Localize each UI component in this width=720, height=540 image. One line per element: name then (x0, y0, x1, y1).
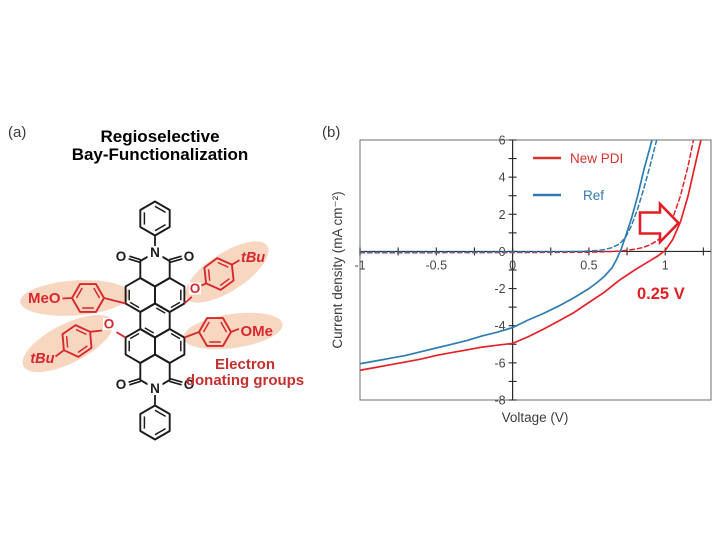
voc-shift-annotation: 0.25 V (637, 285, 685, 303)
substituent-bond (231, 259, 240, 266)
aromatic-inner-bond (219, 278, 230, 287)
ring (139, 200, 171, 237)
y-tick-label: -4 (494, 319, 505, 333)
curve-ref-light (360, 140, 653, 365)
inner-double-bond (170, 301, 181, 309)
x-tick-label: -1 (354, 258, 365, 272)
highlight-left (20, 280, 130, 316)
legend-label-new-pdi: New PDI (570, 151, 623, 166)
substituent-bond (201, 282, 207, 287)
inner-double-bond (129, 301, 140, 309)
atom-labels: N N O O O O O O MeO OMe tBu tBu Electron… (28, 245, 304, 396)
aromatic-inner-bond (220, 321, 228, 333)
atom-label-mask (189, 282, 201, 295)
aromatic-inner-bond (154, 427, 166, 436)
aromatic-inner-bond (154, 223, 166, 232)
aromatic-inner-bond (202, 321, 210, 333)
aromatic-inner-bond (65, 336, 69, 348)
carbonyl-double-bond (128, 258, 141, 264)
voltage-shift-arrow-icon (638, 200, 681, 246)
substituent-bond (103, 297, 126, 305)
aromatic-inner-bond (217, 261, 229, 268)
aromatic-inner-bond (207, 269, 211, 281)
aromatic-inner-bond (154, 409, 166, 418)
curve-ref-dark (360, 140, 658, 253)
chart-curves (360, 140, 702, 372)
y-tick-label: -8 (494, 394, 505, 408)
caption-electron: Electron (215, 356, 275, 373)
panel-a-title: Regioselective Bay-Functionalization (10, 128, 310, 164)
x-tick-label: 0.5 (580, 258, 597, 272)
y-axis-title: Current density (mA cm⁻²) (330, 191, 345, 348)
aromatic-inner-bond (75, 328, 87, 336)
substituent-bond (62, 297, 73, 300)
atom-label-mask (147, 382, 163, 395)
y-tick-label: 6 (499, 134, 506, 148)
panel-a-title-line2: Bay-Functionalization (71, 145, 249, 164)
legend-label-ref: Ref (583, 188, 604, 203)
carbonyl-o-top-right: O (184, 249, 195, 264)
atom-label-masks (103, 246, 201, 395)
x-tick-label: 0 (509, 258, 516, 272)
ring (139, 353, 171, 390)
n-top-label: N (150, 245, 160, 260)
carbonyl-double-bond (129, 380, 141, 386)
inner-double-bond (170, 332, 181, 340)
atom-label-mask (103, 318, 115, 330)
curve-new-pdi-dark (360, 140, 695, 254)
carbonyl-o-bottom-right: O (184, 377, 195, 392)
aromatic-inner-bond (154, 205, 166, 214)
highlight-ellipses (20, 241, 283, 373)
highlight-lower-left (22, 314, 114, 373)
ether-o-upper-right: O (190, 281, 201, 296)
aromatic-inner-bond (75, 287, 83, 299)
carbonyl-o-top-left: O (116, 249, 127, 264)
carbonyl-double-bond (169, 380, 182, 386)
ether-o-lower-left: O (104, 317, 115, 332)
x-tick-label: 1 (662, 258, 669, 272)
y-tick-label: -6 (494, 356, 505, 370)
molecule-diagram: N N O O O O O O MeO OMe tBu tBu Electron… (20, 200, 304, 441)
aromatic-inner-bond (93, 287, 101, 299)
panel-a-title-line1: Regioselective (100, 127, 220, 146)
carbonyl-o-bottom-left: O (116, 377, 127, 392)
tbu-group-label-lower: tBu (30, 351, 54, 367)
aromatic-inner-bond (77, 345, 88, 354)
substituent-bond (90, 329, 103, 333)
caption-donating-groups: donating groups (186, 372, 304, 389)
panel-b-label: (b) (322, 124, 341, 141)
carbonyl-double-bond (169, 255, 182, 261)
y-tick-label: -2 (494, 282, 505, 296)
n-bottom-label: N (150, 381, 160, 396)
carbonyl-double-bond (128, 377, 141, 383)
x-tick-label: -0.5 (426, 258, 448, 272)
carbonyl-double-bond (169, 258, 183, 264)
chart-legend: New PDI Ref (533, 151, 623, 203)
atom-label-mask (147, 246, 163, 259)
substituent-bond (184, 331, 200, 339)
plot-border (359, 139, 712, 401)
inner-double-bond (144, 327, 155, 334)
substituent-bond (183, 296, 193, 305)
inner-double-bond (155, 307, 166, 314)
tbu-group-label-upper: tBu (241, 250, 265, 266)
y-tick-label: 4 (499, 171, 506, 185)
inner-double-bond (129, 332, 140, 340)
y-tick-label: 2 (499, 208, 506, 222)
x-axis-title: Voltage (V) (502, 410, 569, 425)
carbonyl-double-bond (169, 377, 183, 383)
ome-group-label: OMe (241, 323, 274, 340)
curve-new-pdi-light (360, 140, 702, 372)
substituent-bond (54, 349, 65, 358)
highlight-upper-right (185, 241, 269, 303)
meo-group-label: MeO (28, 290, 61, 307)
carbonyl-double-bond (129, 255, 141, 261)
substituent-bond (230, 327, 240, 333)
panel-a-label: (a) (8, 124, 27, 141)
substituent-bond (116, 331, 127, 339)
